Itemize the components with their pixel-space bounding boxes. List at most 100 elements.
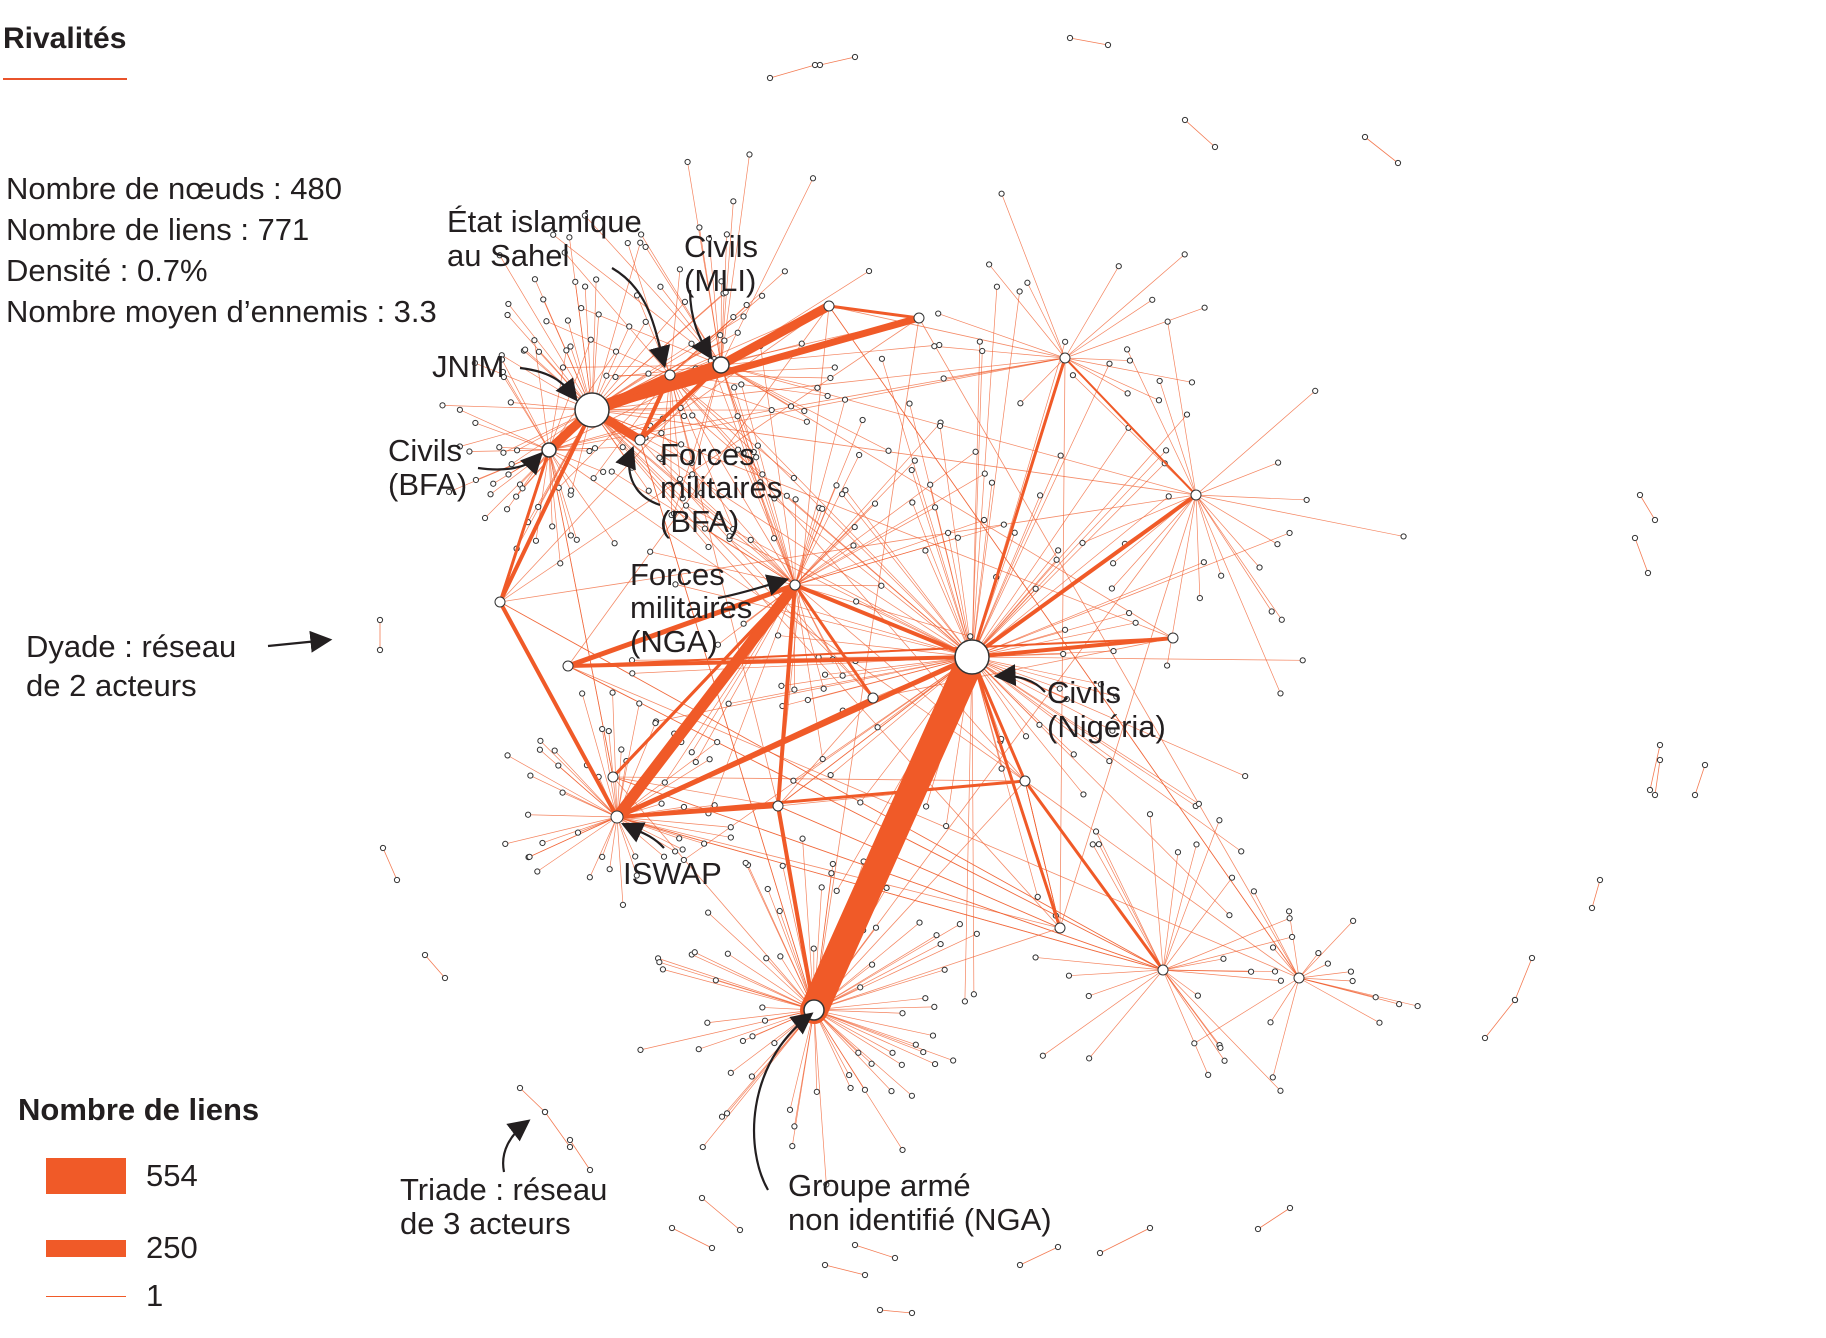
minor-node bbox=[1054, 1243, 1062, 1251]
legend: Nombre de liens 554 250 1 bbox=[16, 1092, 346, 1322]
minor-node bbox=[1269, 944, 1277, 951]
minor-link bbox=[720, 364, 757, 458]
minor-link bbox=[828, 305, 1066, 359]
minor-node bbox=[1691, 791, 1699, 799]
minor-node bbox=[1032, 954, 1039, 961]
minor-node bbox=[456, 406, 463, 413]
minor-node bbox=[679, 846, 686, 853]
minor-link bbox=[813, 494, 1197, 1011]
minor-link bbox=[530, 775, 618, 818]
arrow-jnim bbox=[519, 366, 578, 402]
major-links bbox=[498, 301, 1198, 1024]
minor-node bbox=[526, 853, 533, 860]
minor-node bbox=[567, 532, 574, 539]
minor-node bbox=[718, 278, 725, 285]
minor-node bbox=[868, 961, 876, 968]
minor-link bbox=[382, 847, 398, 881]
minor-link bbox=[507, 755, 618, 818]
minor-node bbox=[591, 445, 599, 452]
minor-node bbox=[739, 1037, 747, 1045]
major-link-m5-iswap bbox=[615, 696, 875, 819]
minor-node bbox=[885, 447, 892, 454]
minor-node bbox=[586, 447, 593, 455]
minor-node bbox=[809, 175, 817, 182]
minor-node bbox=[593, 276, 600, 283]
major-link-cmli-fbfa bbox=[638, 363, 723, 442]
minor-node bbox=[586, 874, 593, 881]
minor-link bbox=[591, 301, 686, 411]
minor-node bbox=[1201, 304, 1208, 311]
minor-node bbox=[595, 311, 602, 318]
minor-node bbox=[1217, 1044, 1224, 1051]
minor-node bbox=[761, 1017, 769, 1024]
minor-node bbox=[691, 949, 698, 956]
minor-node bbox=[787, 403, 795, 410]
minor-link bbox=[1167, 321, 1197, 496]
minor-node bbox=[931, 343, 938, 350]
minor-link bbox=[794, 584, 971, 637]
minor-link bbox=[519, 1087, 546, 1113]
minor-node bbox=[1124, 390, 1131, 397]
minor-node bbox=[727, 824, 734, 831]
node-m7 bbox=[1157, 964, 1169, 976]
minor-node bbox=[1312, 387, 1319, 394]
minor-node bbox=[1481, 1034, 1489, 1042]
minor-node bbox=[714, 641, 722, 648]
minor-node bbox=[689, 412, 696, 419]
minor-node bbox=[1396, 1001, 1403, 1008]
minor-node bbox=[1195, 800, 1202, 807]
minor-node bbox=[1254, 1225, 1262, 1233]
minor-node bbox=[1646, 786, 1654, 794]
minor-node bbox=[1193, 841, 1200, 848]
minor-node bbox=[1174, 849, 1182, 856]
minor-link bbox=[1364, 136, 1399, 164]
label-civils-bfa: Civils (BFA) bbox=[388, 433, 471, 502]
minor-node bbox=[976, 338, 983, 345]
minor-node bbox=[1011, 529, 1018, 536]
minor-node bbox=[823, 1181, 830, 1188]
minor-node bbox=[998, 190, 1005, 197]
minor-node bbox=[988, 479, 996, 486]
node-m9 bbox=[494, 596, 506, 608]
minor-node bbox=[779, 862, 786, 869]
minor-link bbox=[813, 780, 1026, 1011]
minor-link bbox=[591, 279, 597, 411]
minor-link bbox=[813, 927, 1061, 1011]
minor-node bbox=[986, 261, 993, 268]
minor-node bbox=[827, 374, 834, 382]
minor-node bbox=[1350, 917, 1357, 925]
minor-link bbox=[501, 359, 550, 451]
minor-link bbox=[1195, 494, 1278, 545]
minor-node bbox=[513, 493, 520, 500]
minor-link bbox=[475, 422, 550, 451]
minor-node bbox=[790, 474, 798, 482]
minor-node bbox=[626, 323, 633, 330]
minor-link bbox=[745, 862, 815, 1011]
minor-node bbox=[678, 441, 685, 448]
minor-node bbox=[814, 384, 821, 391]
minor-node bbox=[637, 239, 644, 246]
minor-node bbox=[670, 510, 678, 517]
minor-link bbox=[591, 242, 641, 411]
minor-link bbox=[813, 933, 978, 1011]
minor-node bbox=[888, 1088, 895, 1095]
minor-link bbox=[616, 749, 622, 818]
minor-node bbox=[857, 984, 864, 991]
minor-node bbox=[1303, 496, 1310, 504]
minor-link bbox=[971, 450, 1167, 658]
minor-link bbox=[669, 268, 681, 376]
minor-node bbox=[730, 198, 737, 205]
minor-node bbox=[839, 672, 846, 679]
minor-link bbox=[813, 1009, 827, 1185]
minor-node bbox=[922, 547, 929, 554]
minor-link bbox=[1064, 307, 1205, 359]
minor-link bbox=[813, 1009, 917, 1046]
minor-node bbox=[582, 283, 589, 290]
minor-node bbox=[445, 488, 453, 496]
minor-link bbox=[720, 364, 1197, 496]
node-m11 bbox=[607, 771, 619, 783]
node-cnig bbox=[954, 639, 990, 675]
minor-link bbox=[1162, 851, 1179, 971]
minor-node bbox=[561, 249, 568, 256]
minor-link bbox=[1195, 494, 1308, 501]
